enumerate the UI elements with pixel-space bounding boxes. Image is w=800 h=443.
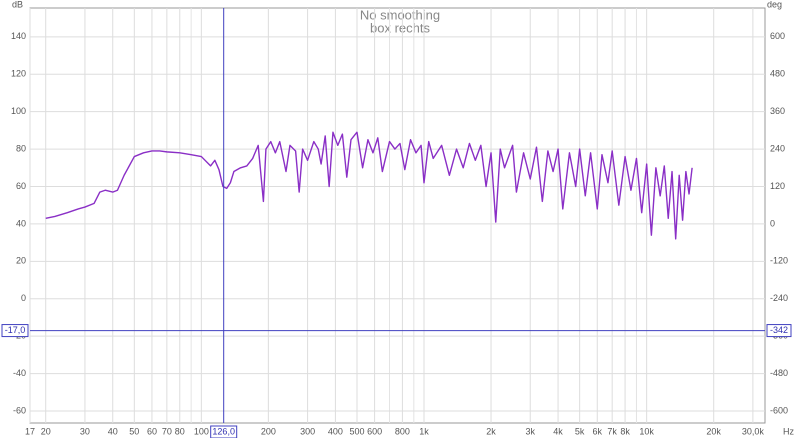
y-tick-label: 100 (11, 106, 26, 116)
x-tick-label: 30,0k (742, 426, 765, 436)
y2-tick-label: 120 (770, 181, 785, 191)
cursor-y2-label: -342 (770, 325, 788, 335)
x-tick-label: 4k (553, 426, 563, 436)
x-tick-label: 5k (575, 426, 585, 436)
x-tick-label: 1k (419, 426, 429, 436)
y-tick-label: 40 (16, 218, 26, 228)
y2-tick-label: -120 (770, 256, 788, 266)
x-tick-label: 80 (175, 426, 185, 436)
x-unit: Hz (783, 426, 794, 436)
x-tick-label: 10k (639, 426, 654, 436)
x-tick-label: 30 (80, 426, 90, 436)
cursor-y-label: -17,0 (5, 325, 26, 335)
y2-tick-label: 0 (770, 218, 775, 228)
x-tick-label: 60 (147, 426, 157, 436)
x-tick-label: 200 (261, 426, 276, 436)
chart-subtitle: box rechts (370, 20, 430, 35)
x-tick-label: 300 (300, 426, 315, 436)
y-tick-label: 140 (11, 31, 26, 41)
chart-title: No smoothing (360, 7, 440, 22)
y2-tick-label: -600 (770, 405, 788, 415)
y-tick-label: 120 (11, 69, 26, 79)
cursor-y-label-box (1, 324, 29, 338)
x-tick-label: 800 (395, 426, 410, 436)
y-tick-label: 20 (16, 256, 26, 266)
y-tick-label: -40 (13, 368, 26, 378)
response-line (45, 131, 693, 240)
x-tick-label: 2k (486, 426, 496, 436)
y-unit: dB (12, 0, 23, 9)
y2-unit: deg (767, 0, 782, 9)
x-tick-label: 17 (25, 426, 35, 436)
grid (29, 8, 765, 423)
x-tick-label: 70 (162, 426, 172, 436)
plot-area (29, 7, 766, 424)
x-tick-label: 50 (129, 426, 139, 436)
x-tick-label: 400 (328, 426, 343, 436)
y-tick-label: 80 (16, 143, 26, 153)
y2-tick-label: 480 (770, 69, 785, 79)
x-tick-label: 3k (525, 426, 535, 436)
x-tick-label: 40 (108, 426, 118, 436)
cursor-x-label: 126,0 (212, 426, 235, 436)
x-tick-label: 20 (41, 426, 51, 436)
cursor-y2-label-box (766, 324, 792, 338)
x-tick-label: 100 (194, 426, 209, 436)
x-tick-label: 7k (607, 426, 617, 436)
y2-tick-label: -240 (770, 293, 788, 303)
y2-tick-label: 600 (770, 31, 785, 41)
y-tick-label: -60 (13, 405, 26, 415)
x-tick-label: 8k (620, 426, 630, 436)
x-tick-label: 20k (706, 426, 721, 436)
y2-tick-label: -480 (770, 368, 788, 378)
y-tick-label: 0 (21, 293, 26, 303)
y2-tick-label: 240 (770, 143, 785, 153)
y-tick-label: 60 (16, 181, 26, 191)
x-tick-label: 500 (349, 426, 364, 436)
x-tick-label: 6k (593, 426, 603, 436)
y2-tick-label: 360 (770, 106, 785, 116)
x-tick-label: 600 (367, 426, 382, 436)
